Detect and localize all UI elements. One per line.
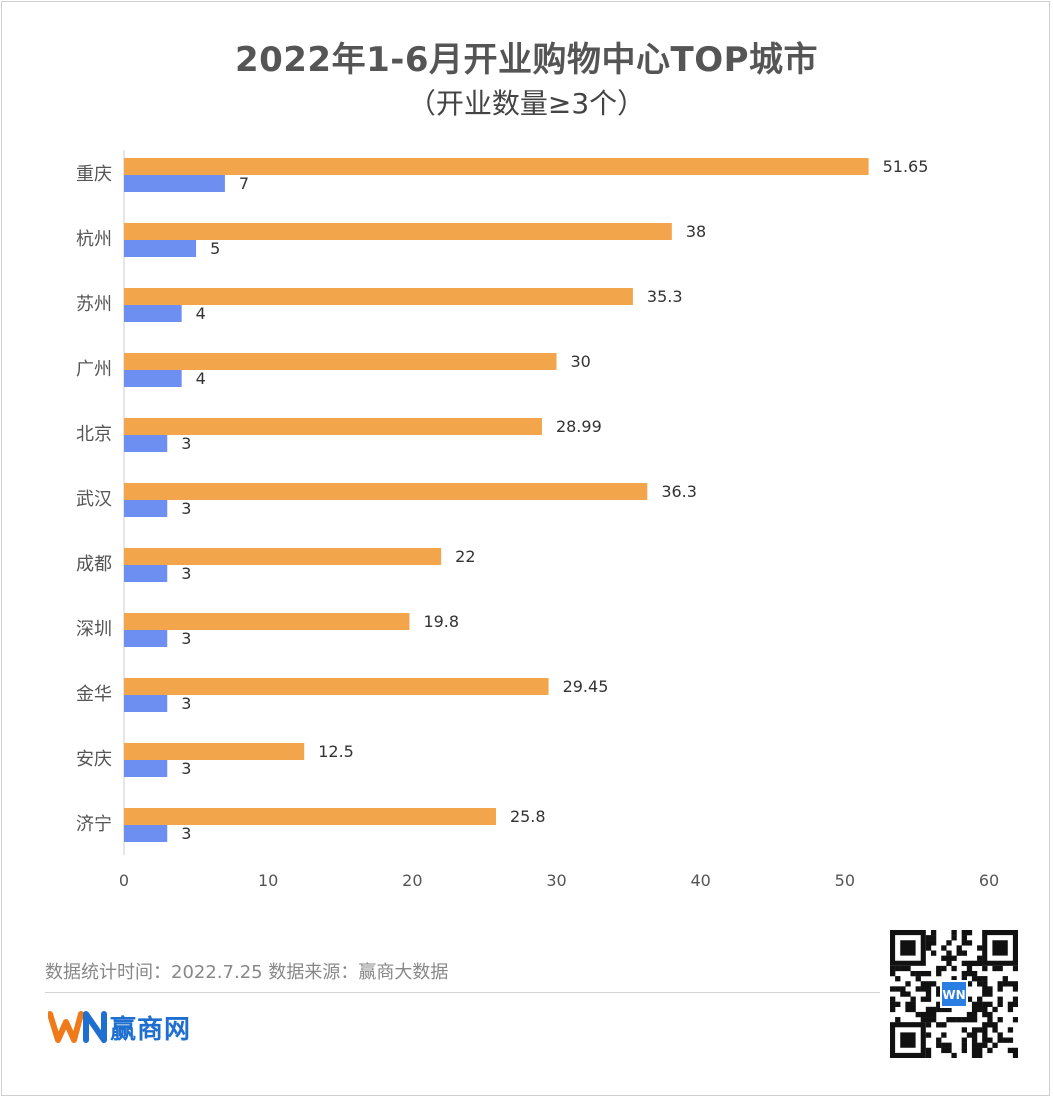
x-tick-label: 60 (979, 871, 999, 890)
data-label: 3 (181, 629, 191, 648)
data-label: 3 (181, 499, 191, 518)
x-tick-label: 40 (690, 871, 710, 890)
bar-blue (124, 565, 168, 582)
bar-orange (124, 158, 869, 175)
bar-blue (124, 695, 168, 712)
category-label: 深圳 (76, 619, 112, 640)
brand-name: 赢商网 (110, 1014, 192, 1045)
category-label: 苏州 (76, 294, 112, 315)
bar-blue (124, 760, 168, 777)
category-label: 安庆 (76, 749, 112, 770)
data-label: 4 (196, 304, 206, 323)
category-label: 济宁 (76, 814, 112, 835)
data-label: 22 (455, 547, 475, 566)
svg-text:WN: WN (942, 988, 965, 1002)
brand: 赢商网 (48, 1010, 192, 1045)
bar-orange (124, 743, 305, 760)
bar-orange (124, 808, 496, 825)
data-label: 4 (196, 369, 206, 388)
data-label: 19.8 (423, 612, 459, 631)
bar-orange (124, 418, 542, 435)
bar-orange (124, 613, 410, 630)
bar-orange (124, 353, 557, 370)
category-label: 金华 (76, 684, 112, 705)
bar-blue (124, 305, 182, 322)
data-label: 3 (181, 434, 191, 453)
bar-orange (124, 288, 633, 305)
data-label: 25.8 (510, 807, 546, 826)
data-label: 12.5 (318, 742, 354, 761)
data-label: 3 (181, 564, 191, 583)
x-tick-label: 50 (835, 871, 855, 890)
winshang-logo-icon (48, 1011, 107, 1043)
bar-blue (124, 825, 168, 842)
data-label: 30 (571, 352, 591, 371)
bar-blue (124, 175, 225, 192)
category-label: 重庆 (76, 164, 112, 185)
data-label: 3 (181, 759, 191, 778)
data-label: 35.3 (647, 287, 683, 306)
category-label: 北京 (76, 424, 112, 445)
bar-orange (124, 548, 442, 565)
category-label: 武汉 (76, 489, 112, 510)
x-tick-label: 20 (402, 871, 422, 890)
data-label: 3 (181, 694, 191, 713)
bar-blue (124, 370, 182, 387)
bar-blue (124, 630, 168, 647)
data-label: 28.99 (556, 417, 602, 436)
footer-note: 数据统计时间：2022.7.25 数据来源：赢商大数据 (45, 962, 449, 983)
category-label: 成都 (76, 554, 112, 575)
data-label: 5 (210, 239, 220, 258)
bar-orange (124, 483, 648, 500)
bar-blue (124, 435, 168, 452)
data-label: 38 (686, 222, 706, 241)
bar-orange (124, 223, 672, 240)
category-label: 广州 (76, 359, 112, 380)
chart-title: 2022年1-6月开业购物中心TOP城市 (234, 40, 819, 80)
footer-divider (45, 992, 880, 993)
data-label: 29.45 (563, 677, 609, 696)
category-label: 杭州 (76, 229, 112, 250)
bar-blue (124, 240, 197, 257)
data-label: 51.65 (883, 157, 929, 176)
chart-subtitle: （开业数量≥3个） (407, 87, 646, 120)
qr-code-icon: WN (890, 930, 1018, 1058)
bar-blue (124, 500, 168, 517)
x-tick-label: 10 (258, 871, 278, 890)
x-tick-label: 30 (546, 871, 566, 890)
bar-orange (124, 678, 549, 695)
data-label: 36.3 (661, 482, 697, 501)
data-label: 3 (181, 824, 191, 843)
data-label: 7 (239, 174, 249, 193)
x-tick-label: 0 (119, 871, 129, 890)
